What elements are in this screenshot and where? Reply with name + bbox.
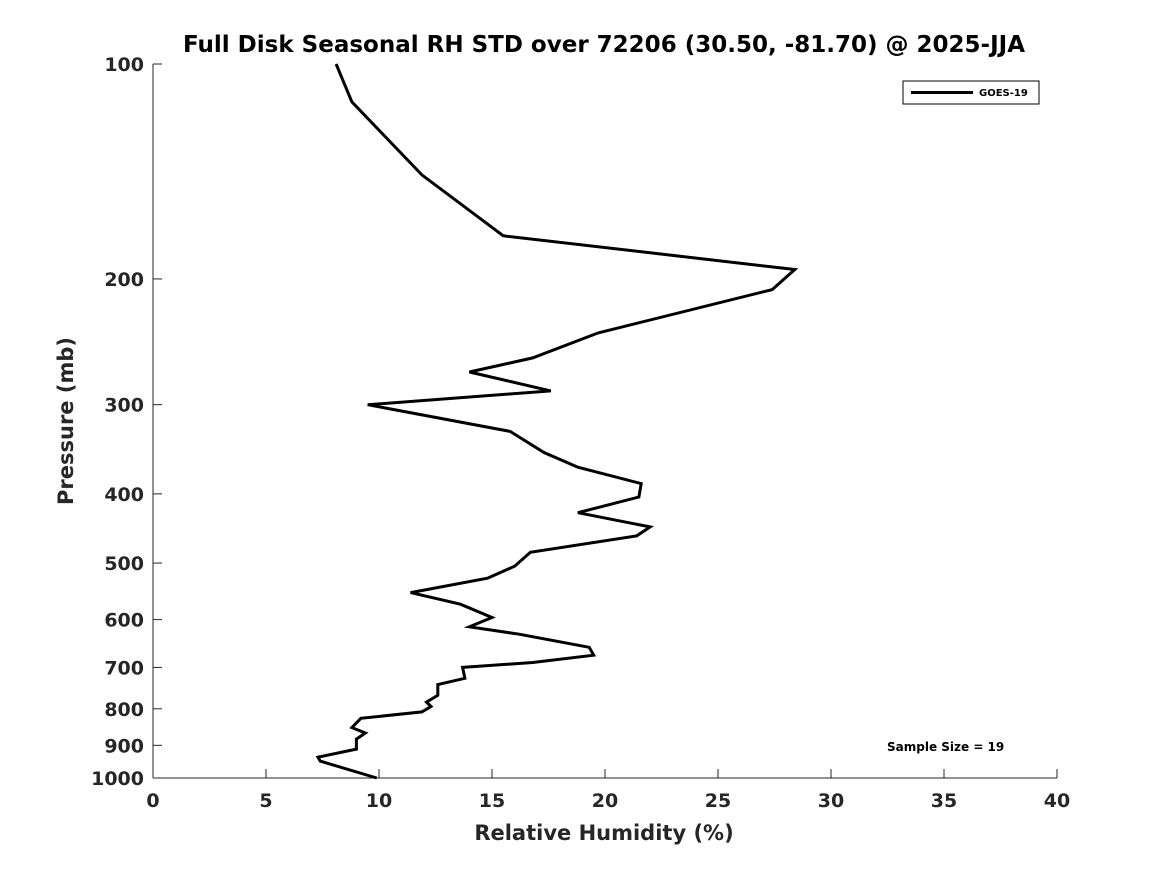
series-points bbox=[317, 63, 795, 779]
y-tick-label: 800 bbox=[104, 699, 144, 721]
x-tick-label: 0 bbox=[146, 790, 159, 812]
x-tick-label: 20 bbox=[592, 790, 618, 812]
y-tick-label: 500 bbox=[104, 553, 144, 575]
series-line-goes-19 bbox=[315, 63, 799, 780]
y-axis-label: Pressure (mb) bbox=[54, 337, 78, 505]
legend: GOES-19 bbox=[902, 80, 1040, 105]
y-tick-label: 200 bbox=[104, 269, 144, 291]
x-tick-label: 5 bbox=[259, 790, 272, 812]
y-tick-label: 700 bbox=[104, 657, 144, 679]
y-tick-label: 600 bbox=[104, 610, 144, 632]
x-tick-label: 10 bbox=[366, 790, 392, 812]
x-tick-label: 30 bbox=[818, 790, 844, 812]
x-tick-label: 40 bbox=[1044, 790, 1070, 812]
x-axis-ticks: 0 5 10 15 20 25 30 35 40 bbox=[146, 769, 1070, 812]
y-tick-label: 100 bbox=[104, 54, 144, 76]
x-tick-label: 15 bbox=[479, 790, 505, 812]
legend-label: GOES-19 bbox=[979, 88, 1028, 99]
y-tick-label: 400 bbox=[104, 484, 144, 506]
y-tick-label: 300 bbox=[104, 395, 144, 417]
sample-size-annotation: Sample Size = 19 bbox=[887, 740, 1004, 754]
y-tick-label: 900 bbox=[104, 735, 144, 757]
x-tick-label: 35 bbox=[931, 790, 957, 812]
y-tick-label: 1000 bbox=[91, 768, 144, 790]
x-tick-label: 25 bbox=[705, 790, 731, 812]
chart-title: Full Disk Seasonal RH STD over 72206 (30… bbox=[183, 32, 1025, 58]
x-axis-label: Relative Humidity (%) bbox=[474, 821, 733, 845]
plot-area bbox=[152, 64, 1057, 779]
y-axis-ticks: 100 200 300 400 500 600 700 800 900 1000 bbox=[91, 54, 162, 790]
